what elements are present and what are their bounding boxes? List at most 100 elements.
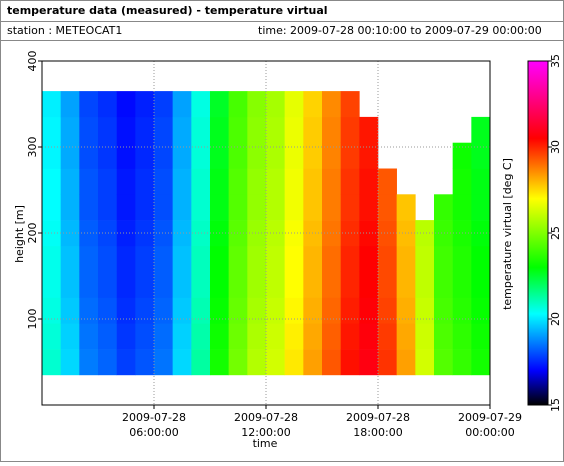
heat-cell [98,271,117,298]
x-tick-label: 2009-07-28 [122,411,186,424]
heat-cell [303,116,323,143]
heat-cell [172,297,192,324]
heat-cell [340,91,360,118]
heat-cell [378,245,397,272]
heat-cell [471,245,491,272]
heat-cell [98,297,117,324]
heat-cell [452,245,472,272]
heat-cell [172,168,192,195]
heat-cell [228,349,248,376]
heat-cell [266,245,285,272]
heat-cell [191,142,211,169]
heat-cell [322,142,341,169]
heat-cell [266,168,285,195]
heat-cell [340,142,360,169]
heat-cell [471,323,491,350]
plot-border [41,60,491,406]
heat-cell [42,349,61,376]
heat-cell [434,220,453,247]
heat-cell [471,116,491,143]
heat-cell [284,245,304,272]
heat-cell [266,91,285,118]
heat-cell [303,245,323,272]
y-axis-label: height [m] [13,205,26,263]
x-tick-label: 2009-07-28 [346,411,410,424]
heat-cell [284,271,304,298]
heat-cell [322,168,341,195]
heat-cell [471,271,491,298]
colorbar-tick-label: 20 [549,312,562,326]
heat-cell [378,297,397,324]
heat-cell [452,142,472,169]
heat-cell [154,142,173,169]
heat-cell [359,194,379,221]
heat-cell [359,116,379,143]
heat-cell [284,194,304,221]
heat-cell [154,194,173,221]
heat-cell [284,116,304,143]
heat-cell [42,116,61,143]
heat-cell [60,220,80,247]
heat-cell [210,116,229,143]
heat-cell [42,323,61,350]
heat-cell [210,194,229,221]
heat-cell [116,168,136,195]
heat-cell [266,142,285,169]
colorbar [527,60,549,406]
heat-cell [284,168,304,195]
heat-cell [191,220,211,247]
heat-cell [42,194,61,221]
heat-cell [452,297,472,324]
heat-cell [154,91,173,118]
heat-cell [434,349,453,376]
heat-cell [172,323,192,350]
heat-cell [415,245,435,272]
heat-cell [284,349,304,376]
heat-cell [228,194,248,221]
heat-cell [471,142,491,169]
heat-cell [172,91,192,118]
colorbar-tick-label: 35 [549,54,562,68]
heat-cell [79,271,99,298]
heat-cell [154,297,173,324]
heat-cell [172,194,192,221]
y-tick-label: 400 [26,51,39,72]
heat-cell [79,297,99,324]
heat-cell [135,245,155,272]
y-tick-label: 200 [26,223,39,244]
heat-cell [60,91,80,118]
x-tick-label: 2009-07-29 [458,411,522,424]
heat-cell [340,323,360,350]
colorbar-tick-label: 15 [549,398,562,412]
heat-cell [98,142,117,169]
heat-cell [247,194,267,221]
heat-cell [42,245,61,272]
heat-cell [210,91,229,118]
heat-cell [154,271,173,298]
heat-cell [452,168,472,195]
heat-cell [284,142,304,169]
heat-cell [154,323,173,350]
chart-title: temperature data (measured) - temperatur… [7,4,328,17]
colorbar-label: temperature virtual [deg C] [501,158,514,310]
heat-cell [116,116,136,143]
heat-cell [266,297,285,324]
heat-cell [135,168,155,195]
heat-cell [340,271,360,298]
heat-cell [191,271,211,298]
heat-cell [60,142,80,169]
heat-cell [116,142,136,169]
heat-cell [228,220,248,247]
heat-cell [154,349,173,376]
heat-cell [135,349,155,376]
heat-cell [98,323,117,350]
heat-cell [60,349,80,376]
heat-cell [322,194,341,221]
heat-cell [135,323,155,350]
heat-cell [284,91,304,118]
heat-cell [228,323,248,350]
heat-cell [378,271,397,298]
colorbar-tick-label: 25 [549,226,562,240]
heat-cell [60,271,80,298]
heat-cell [79,142,99,169]
